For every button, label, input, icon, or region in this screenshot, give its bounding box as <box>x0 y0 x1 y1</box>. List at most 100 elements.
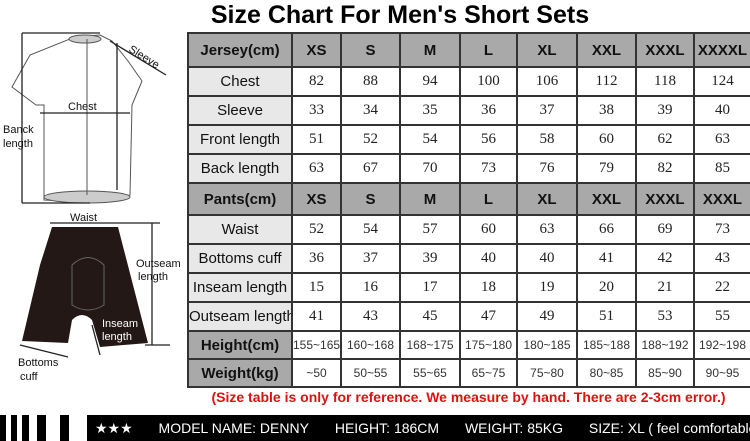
back-length-label: Banck <box>3 124 34 136</box>
table-cell: 16 <box>340 272 401 303</box>
table-cell: 20 <box>576 272 637 303</box>
size-header: XXXL <box>635 32 695 68</box>
size-header: XXXL <box>635 182 695 216</box>
table-row: Back length 63 67 70 73 76 79 82 85 <box>187 153 750 184</box>
table-cell: 63 <box>516 214 578 245</box>
table-cell: 51 <box>291 124 342 155</box>
decor-stripe <box>0 415 6 441</box>
table-cell: 88 <box>340 66 401 97</box>
chest-label: Chest <box>68 101 97 113</box>
table-cell: 43 <box>693 243 750 274</box>
jersey-illustration <box>11 34 143 204</box>
table-row: Waist 52 54 57 60 63 66 69 73 <box>187 214 750 245</box>
pants-header: Pants(cm) <box>187 182 293 216</box>
model-size: SIZE: XL ( feel comfortable) <box>588 420 750 436</box>
table-cell: 40 <box>459 243 518 274</box>
table-cell: 39 <box>399 243 461 274</box>
size-header: XXXXL <box>693 32 750 68</box>
page-title: Size Chart For Men's Short Sets <box>210 1 590 29</box>
table-cell: 66 <box>576 214 637 245</box>
table-cell: 15 <box>291 272 342 303</box>
table-cell: 94 <box>399 66 461 97</box>
table-row: Outseam length 41 43 45 47 49 51 53 55 <box>187 301 750 332</box>
table-cell: 17 <box>399 272 461 303</box>
table-cell: 52 <box>291 214 342 245</box>
table-cell: 37 <box>516 95 578 126</box>
table-cell: 55~65 <box>399 358 461 388</box>
table-cell: 50~55 <box>340 358 401 388</box>
table-row: Chest 82 88 94 100 106 112 118 124 <box>187 66 750 97</box>
size-header: S <box>340 182 401 216</box>
table-cell: 22 <box>693 272 750 303</box>
table-cell: 180~185 <box>516 330 578 360</box>
table-cell: 33 <box>291 95 342 126</box>
pants-header-row: Pants(cm) XS S M L XL XXL XXXL XXXL <box>187 182 750 216</box>
table-cell: 51 <box>576 301 637 332</box>
table-cell: 73 <box>693 214 750 245</box>
table-cell: 18 <box>459 272 518 303</box>
model-info-bar: ★★★ MODEL NAME: DENNY HEIGHT: 186CM WEIG… <box>87 415 750 441</box>
table-cell: 155~165 <box>291 330 342 360</box>
table-cell: 85~90 <box>635 358 695 388</box>
table-cell: 36 <box>459 95 518 126</box>
table-cell: 73 <box>459 153 518 184</box>
outseam-label-2: length <box>138 271 168 283</box>
decor-stripe <box>37 415 46 441</box>
table-cell: 100 <box>459 66 518 97</box>
table-cell: 34 <box>340 95 401 126</box>
table-cell: 35 <box>399 95 461 126</box>
row-label: Waist <box>187 214 293 245</box>
table-cell: 69 <box>635 214 695 245</box>
cuff-label: Bottoms <box>18 357 59 369</box>
table-cell: 19 <box>516 272 578 303</box>
size-header: XL <box>516 32 578 68</box>
table-cell: 80~85 <box>576 358 637 388</box>
table-row: Height(cm) 155~165 160~168 168~175 175~180 18… <box>187 330 750 360</box>
table-cell: 112 <box>576 66 637 97</box>
table-row: Front length 51 52 54 56 58 60 62 63 <box>187 124 750 155</box>
model-weight: WEIGHT: 85KG <box>464 420 563 436</box>
jersey-header-row: Jersey(cm) XS S M L XL XXL XXXL XXXXL <box>187 32 750 68</box>
table-cell: 65~75 <box>459 358 518 388</box>
table-cell: 42 <box>635 243 695 274</box>
table-cell: 85 <box>693 153 750 184</box>
table-cell: 90~95 <box>693 358 750 388</box>
table-cell: 56 <box>459 124 518 155</box>
table-cell: 41 <box>291 301 342 332</box>
size-header: XS <box>291 32 342 68</box>
table-row: Weight(kg) ~50 50~55 55~65 65~75 75~80 80~85 85… <box>187 358 750 388</box>
back-length-label-2: length <box>3 138 33 150</box>
row-label: Inseam length <box>187 272 293 303</box>
table-cell: 41 <box>576 243 637 274</box>
size-header: L <box>459 182 518 216</box>
size-header: M <box>399 182 461 216</box>
table-cell: 60 <box>576 124 637 155</box>
table-cell: 38 <box>576 95 637 126</box>
table-cell: 67 <box>340 153 401 184</box>
table-cell: 55 <box>693 301 750 332</box>
table-cell: 63 <box>291 153 342 184</box>
size-header: S <box>340 32 401 68</box>
table-cell: 49 <box>516 301 578 332</box>
cuff-label-2: cuff <box>20 371 38 383</box>
row-label: Front length <box>187 124 293 155</box>
table-cell: 52 <box>340 124 401 155</box>
size-header: XL <box>516 182 578 216</box>
table-cell: 75~80 <box>516 358 578 388</box>
table-cell: 118 <box>635 66 695 97</box>
row-label: Sleeve <box>187 95 293 126</box>
row-label: Height(cm) <box>187 330 293 360</box>
table-cell: 70 <box>399 153 461 184</box>
row-label: Bottoms cuff <box>187 243 293 274</box>
size-table: Jersey(cm) XS S M L XL XXL XXXL XXXXL Chest 82 88 94… <box>187 32 750 388</box>
table-cell: 60 <box>459 214 518 245</box>
table-cell: 45 <box>399 301 461 332</box>
inseam-label-2: length <box>102 331 132 343</box>
table-cell: 43 <box>340 301 401 332</box>
row-label: Outseam length <box>187 301 293 332</box>
table-row: Bottoms cuff 36 37 39 40 40 41 42 43 <box>187 243 750 274</box>
table-cell: 82 <box>635 153 695 184</box>
table-cell: ~50 <box>291 358 342 388</box>
table-cell: 124 <box>693 66 750 97</box>
table-row: Inseam length 15 16 17 18 19 20 21 22 <box>187 272 750 303</box>
